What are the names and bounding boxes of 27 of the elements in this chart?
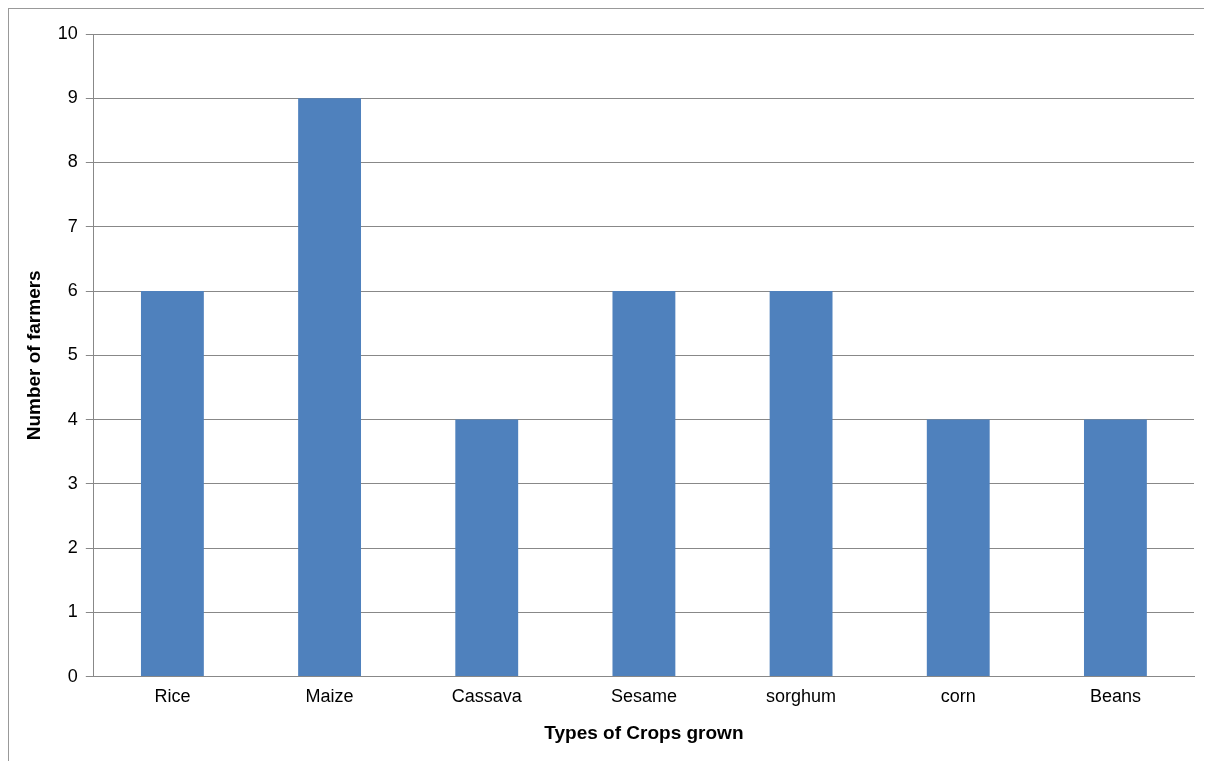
bar (298, 98, 362, 677)
y-tick-label: 6 (67, 280, 78, 301)
y-tick-label: 9 (67, 87, 78, 108)
bar (612, 291, 676, 677)
x-tick-label: corn (940, 686, 976, 707)
x-tick-label: Beans (1089, 686, 1141, 707)
y-tick-label: 1 (67, 601, 78, 622)
x-tick-label: Maize (305, 686, 354, 707)
y-tick-label: 4 (67, 408, 78, 429)
bar (769, 291, 833, 677)
x-tick-label: Sesame (610, 686, 677, 707)
y-tick-label: 0 (67, 665, 78, 686)
y-tick-label: 10 (57, 22, 78, 43)
x-tick-label: Cassava (451, 686, 523, 707)
y-tick-label: 2 (67, 537, 78, 558)
bar (1083, 419, 1147, 677)
y-tick-label: 5 (67, 344, 78, 365)
y-axis-title: Number of farmers (22, 270, 44, 441)
x-tick-label: sorghum (766, 686, 837, 707)
x-axis-title: Types of Crops grown (544, 721, 744, 743)
bar (926, 419, 990, 677)
x-tick-label: Rice (154, 686, 191, 707)
y-tick-label: 8 (67, 151, 78, 172)
y-tick-label: 7 (67, 215, 78, 236)
y-tick-label: 3 (67, 472, 78, 493)
bar (455, 419, 519, 677)
bar (140, 291, 204, 677)
